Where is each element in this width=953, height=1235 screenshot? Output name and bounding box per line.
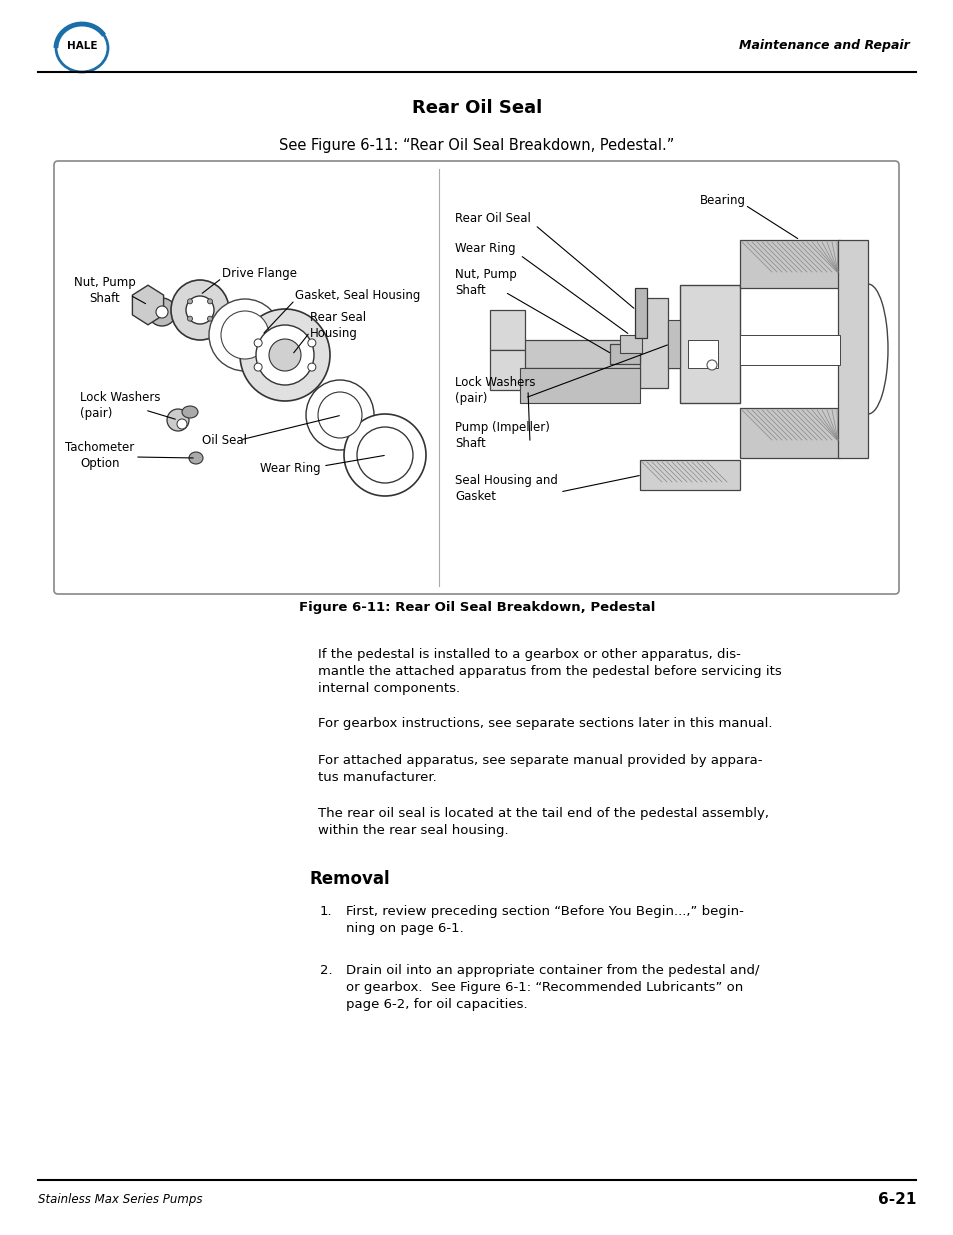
Ellipse shape <box>269 338 301 370</box>
Ellipse shape <box>182 406 198 417</box>
Ellipse shape <box>317 391 361 438</box>
Bar <box>639 298 667 388</box>
Ellipse shape <box>188 299 193 304</box>
Text: Bearing: Bearing <box>700 194 745 206</box>
Bar <box>519 340 720 368</box>
Bar <box>740 335 840 366</box>
Text: Removal: Removal <box>310 869 390 888</box>
Text: Lock Washers
(pair): Lock Washers (pair) <box>80 390 160 420</box>
Bar <box>619 335 641 353</box>
Text: Lock Washers
(pair): Lock Washers (pair) <box>455 375 535 405</box>
Ellipse shape <box>356 427 413 483</box>
Ellipse shape <box>177 419 187 429</box>
Ellipse shape <box>221 311 269 359</box>
Ellipse shape <box>253 338 262 347</box>
Bar <box>490 310 524 350</box>
Ellipse shape <box>308 363 315 370</box>
Bar <box>635 288 646 338</box>
Ellipse shape <box>148 298 175 326</box>
Text: Gasket, Seal Housing: Gasket, Seal Housing <box>294 289 420 301</box>
Ellipse shape <box>208 299 213 304</box>
Text: Rear Oil Seal: Rear Oil Seal <box>412 99 541 117</box>
Ellipse shape <box>344 414 426 496</box>
Ellipse shape <box>171 280 229 340</box>
Bar <box>639 459 740 490</box>
Ellipse shape <box>240 309 330 401</box>
Bar <box>609 345 639 364</box>
Ellipse shape <box>167 409 189 431</box>
Text: For gearbox instructions, see separate sections later in this manual.: For gearbox instructions, see separate s… <box>317 716 772 730</box>
Text: Nut, Pump
Shaft: Nut, Pump Shaft <box>74 275 135 305</box>
Polygon shape <box>132 285 163 325</box>
Text: Figure 6-11: Rear Oil Seal Breakdown, Pedestal: Figure 6-11: Rear Oil Seal Breakdown, Pe… <box>298 600 655 614</box>
Bar <box>837 240 867 458</box>
Text: Maintenance and Repair: Maintenance and Repair <box>739 38 909 52</box>
Bar <box>490 350 524 390</box>
Text: 6-21: 6-21 <box>877 1193 915 1208</box>
Text: The rear oil seal is located at the tail end of the pedestal assembly,
within th: The rear oil seal is located at the tail… <box>317 806 768 837</box>
FancyBboxPatch shape <box>54 161 898 594</box>
Ellipse shape <box>156 306 168 317</box>
Ellipse shape <box>253 363 262 370</box>
Ellipse shape <box>189 452 203 464</box>
Ellipse shape <box>706 359 717 370</box>
Text: Oil Seal: Oil Seal <box>202 433 247 447</box>
Text: Rear Seal
Housing: Rear Seal Housing <box>310 310 366 340</box>
Text: For attached apparatus, see separate manual provided by appara-
tus manufacturer: For attached apparatus, see separate man… <box>317 755 761 784</box>
Text: 2.: 2. <box>319 965 333 977</box>
Bar <box>740 408 840 458</box>
Text: Tachometer
Option: Tachometer Option <box>66 441 134 469</box>
Text: Drain oil into an appropriate container from the pedestal and/
or gearbox.  See : Drain oil into an appropriate container … <box>346 965 759 1011</box>
Ellipse shape <box>306 380 374 450</box>
Ellipse shape <box>186 296 213 324</box>
Bar <box>687 340 718 368</box>
Ellipse shape <box>56 23 108 72</box>
Text: If the pedestal is installed to a gearbox or other apparatus, dis-
mantle the at: If the pedestal is installed to a gearbo… <box>317 648 781 695</box>
Ellipse shape <box>209 299 281 370</box>
Bar <box>679 285 740 403</box>
Ellipse shape <box>188 316 193 321</box>
Text: Stainless Max Series Pumps: Stainless Max Series Pumps <box>38 1193 202 1207</box>
Text: See Figure 6-11: “Rear Oil Seal Breakdown, Pedestal.”: See Figure 6-11: “Rear Oil Seal Breakdow… <box>279 137 674 152</box>
Text: Seal Housing and
Gasket: Seal Housing and Gasket <box>455 473 558 503</box>
Ellipse shape <box>255 325 314 385</box>
Bar <box>667 320 679 368</box>
Text: Wear Ring: Wear Ring <box>455 242 515 254</box>
Text: Drive Flange: Drive Flange <box>222 267 296 279</box>
Text: 1.: 1. <box>319 905 333 918</box>
Bar <box>519 368 639 403</box>
Text: Wear Ring: Wear Ring <box>259 462 320 474</box>
Bar <box>740 240 840 288</box>
Ellipse shape <box>308 338 315 347</box>
Text: First, review preceding section “Before You Begin...,” begin-
ning on page 6-1.: First, review preceding section “Before … <box>346 905 743 935</box>
Text: Pump (Impeller)
Shaft: Pump (Impeller) Shaft <box>455 420 549 450</box>
Ellipse shape <box>208 316 213 321</box>
Text: Nut, Pump
Shaft: Nut, Pump Shaft <box>455 268 517 296</box>
Text: Rear Oil Seal: Rear Oil Seal <box>455 211 530 225</box>
Text: HALE: HALE <box>67 41 97 51</box>
